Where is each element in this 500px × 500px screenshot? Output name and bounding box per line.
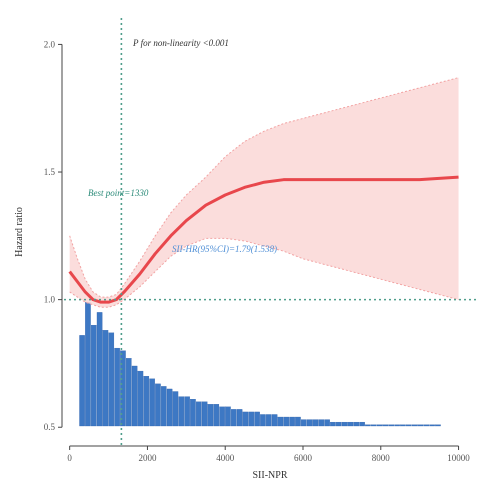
histogram-bar — [79, 335, 85, 427]
histogram-bar — [406, 424, 412, 427]
cut-point-annotation: Best point=1330 — [88, 188, 149, 198]
histogram-bar — [271, 414, 278, 427]
hr-annotation: SII-HR(95%CI)=1.79(1.538) — [172, 244, 277, 254]
histogram-bar — [114, 347, 120, 427]
histogram-bar — [91, 324, 97, 427]
histogram-bar — [126, 358, 132, 427]
histogram-bar — [417, 424, 424, 427]
histogram-bar — [207, 404, 214, 427]
y-tick-label: 1.0 — [44, 295, 56, 305]
histogram-bar — [248, 411, 255, 427]
y-tick-label: 0.5 — [44, 422, 56, 432]
x-tick-label: 10000 — [447, 453, 470, 463]
histogram-bar — [231, 409, 237, 427]
histogram-bar — [96, 312, 103, 427]
x-tick-label: 0 — [67, 453, 72, 463]
histogram-bar — [85, 302, 91, 427]
y-tick-label: 2.0 — [44, 39, 56, 49]
histogram-bar — [359, 421, 365, 427]
x-tick-label: 6000 — [294, 453, 313, 463]
y-axis-label: Hazard ratio — [14, 207, 25, 257]
histogram-bar — [184, 396, 190, 427]
confidence-upper-line — [69, 77, 459, 298]
histogram-bars — [79, 302, 441, 427]
x-tick-label: 2000 — [138, 453, 157, 463]
histogram-bar — [330, 421, 336, 427]
histogram-bar — [166, 388, 173, 427]
confidence-lower-line — [69, 237, 459, 308]
histogram-bar — [365, 424, 371, 427]
histogram-bar — [341, 421, 348, 427]
histogram-bar — [382, 424, 389, 427]
histogram-bar — [353, 421, 360, 427]
histogram-bar — [161, 386, 167, 427]
x-tick-label: 8000 — [372, 453, 391, 463]
histogram-bar — [277, 416, 284, 427]
histogram-bar — [120, 350, 126, 427]
histogram-bar — [306, 419, 313, 427]
histogram-bar — [429, 424, 435, 427]
histogram-bar — [312, 419, 319, 427]
histogram-bar — [435, 424, 441, 427]
histogram-bar — [137, 370, 144, 427]
histogram-bar — [172, 391, 179, 427]
histogram-bar — [260, 414, 266, 427]
histogram-bar — [102, 330, 109, 427]
y-tick-label: 1.5 — [44, 167, 56, 177]
histogram-bar — [411, 424, 418, 427]
histogram-bar — [225, 406, 231, 427]
histogram-bar — [242, 411, 249, 427]
histogram-bar — [324, 419, 330, 427]
histogram-bar — [283, 416, 290, 427]
histogram-bar — [266, 414, 272, 427]
histogram-bar — [400, 424, 406, 427]
hazard-ratio-line — [68, 175, 459, 304]
histogram-bar — [131, 365, 138, 427]
y-ticks: 0.5 1.0 1.5 2.0 — [44, 39, 62, 432]
confidence-band — [69, 77, 459, 308]
histogram-bar — [336, 421, 342, 427]
histogram-bar — [196, 401, 202, 427]
histogram-bar — [108, 332, 115, 427]
histogram-bar — [155, 383, 161, 427]
histogram-bar — [376, 424, 383, 427]
histogram-bar — [236, 409, 243, 427]
histogram-bar — [190, 399, 196, 427]
x-axis-label: SII-NPR — [252, 470, 287, 481]
histogram-bar — [289, 416, 295, 427]
histogram-bar — [388, 424, 395, 427]
histogram-bar — [295, 416, 301, 427]
histogram-bar — [301, 419, 307, 427]
histogram-bar — [201, 401, 208, 427]
histogram-bar — [213, 404, 220, 427]
histogram-bar — [254, 411, 260, 427]
p-nonlinear-annotation: P for non-linearity <0.001 — [132, 38, 229, 48]
histogram-bar — [347, 421, 354, 427]
histogram-bar — [371, 424, 377, 427]
histogram-bar — [423, 424, 430, 427]
histogram-bar — [143, 376, 150, 427]
histogram-bar — [149, 378, 155, 427]
histogram-bar — [178, 396, 185, 427]
histogram-bar — [394, 424, 400, 427]
histogram-bar — [219, 406, 225, 427]
x-ticks: 0 2000 4000 6000 8000 10000 — [67, 446, 470, 463]
histogram-bar — [318, 419, 325, 427]
x-tick-label: 4000 — [216, 453, 235, 463]
